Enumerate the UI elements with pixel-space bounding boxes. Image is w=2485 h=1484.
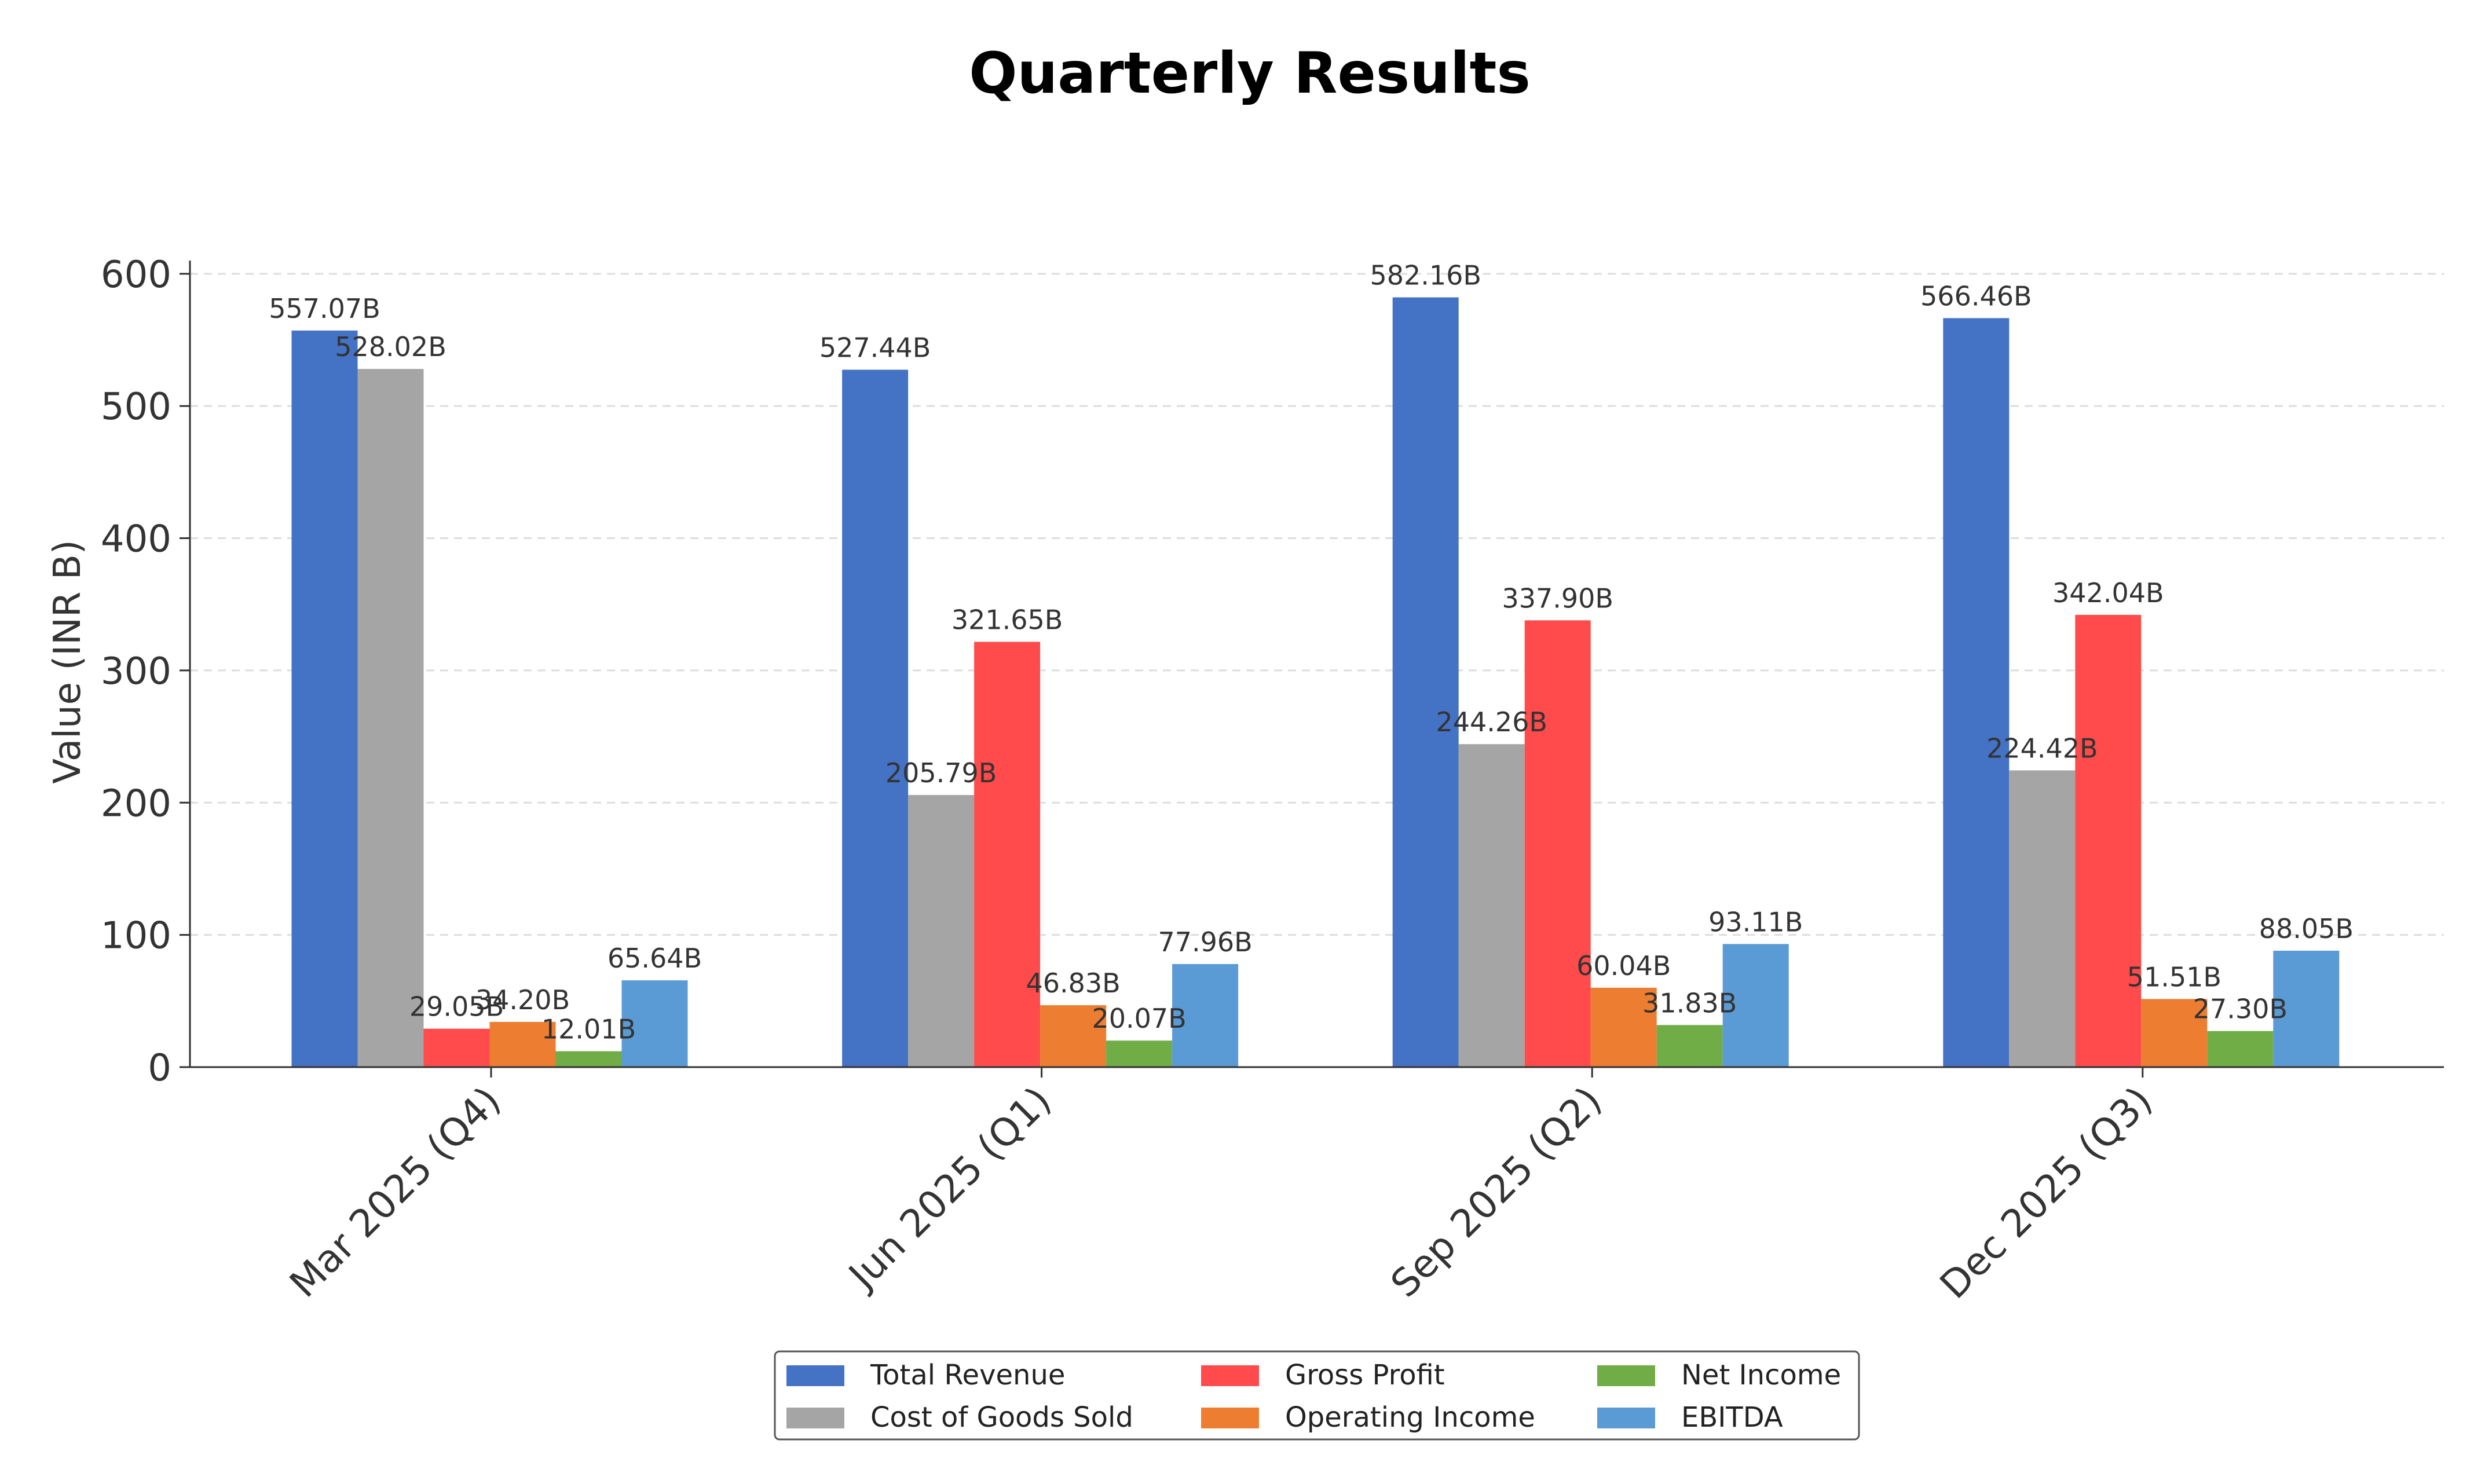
bar [1392, 297, 1459, 1067]
bar [1524, 620, 1591, 1067]
bar [1943, 318, 2010, 1067]
data-label: 12.01B [541, 1014, 636, 1045]
legend-swatch [1201, 1408, 1259, 1428]
y-tick-label: 200 [101, 782, 171, 825]
bar [1040, 1005, 1107, 1067]
y-tick-label: 600 [101, 254, 171, 296]
legend: Total Revenue Cost of Goods Sold Gross Pro… [774, 1350, 1860, 1441]
bar [555, 1051, 622, 1067]
legend-label: Total Revenue [870, 1359, 1065, 1391]
data-label: 244.26B [1436, 706, 1547, 738]
legend-swatch [786, 1365, 844, 1386]
data-label: 342.04B [2052, 577, 2164, 609]
data-label: 31.83B [1642, 987, 1737, 1018]
bar [2207, 1031, 2274, 1067]
legend-swatch [786, 1408, 844, 1428]
legend-box [774, 1350, 1860, 1441]
legend-label: Net Income [1681, 1359, 1841, 1391]
data-label: 27.30B [2193, 994, 2288, 1025]
data-label: 51.51B [2127, 961, 2222, 992]
bar [842, 369, 909, 1067]
bar [1590, 987, 1657, 1067]
bar [423, 1028, 490, 1067]
data-label: 65.64B [607, 943, 702, 974]
data-label: 337.90B [1502, 582, 1613, 614]
legend-swatch [1597, 1408, 1655, 1428]
legend-swatch [1597, 1365, 1655, 1386]
bar [908, 795, 975, 1067]
legend-label: Operating Income [1285, 1401, 1535, 1434]
bar [974, 642, 1041, 1067]
y-axis-label: Value (INR B) [46, 540, 89, 784]
data-label: 88.05B [2259, 913, 2354, 944]
data-label: 77.96B [1158, 926, 1252, 958]
data-label: 321.65B [951, 604, 1063, 635]
bar [2141, 999, 2208, 1067]
bar [1106, 1040, 1173, 1067]
data-label: 582.16B [1370, 260, 1481, 291]
bar [2009, 770, 2076, 1067]
legend-label: Gross Profit [1285, 1359, 1445, 1391]
data-label: 527.44B [819, 332, 931, 364]
data-label: 46.83B [1026, 968, 1120, 999]
y-tick-label: 100 [101, 915, 171, 958]
bar [1172, 963, 1239, 1067]
legend-label: EBITDA [1681, 1401, 1783, 1434]
bars [291, 297, 2340, 1067]
data-label: 557.07B [269, 293, 380, 324]
bar [2273, 950, 2340, 1067]
y-tick-label: 0 [148, 1047, 171, 1090]
bar [1458, 744, 1525, 1067]
data-label: 20.07B [1092, 1003, 1186, 1034]
data-label: 60.04B [1576, 950, 1671, 981]
bar [291, 330, 358, 1067]
y-tick-label: 400 [101, 518, 171, 561]
bar [357, 369, 424, 1067]
bar [489, 1021, 556, 1067]
y-tick-label: 500 [101, 386, 171, 428]
data-label: 29.05B [409, 991, 504, 1023]
bar [2075, 614, 2142, 1067]
data-label: 566.46B [1920, 280, 2032, 312]
data-label: 224.42B [1986, 733, 2098, 764]
data-label: 34.20B [475, 984, 570, 1016]
data-label: 93.11B [1708, 906, 1803, 937]
bar [1722, 944, 1789, 1067]
data-label: 528.02B [335, 331, 447, 362]
y-tick-label: 300 [101, 650, 171, 693]
chart-title: Quarterly Results [969, 41, 1531, 107]
legend-label: Cost of Goods Sold [870, 1401, 1133, 1434]
bar [1656, 1025, 1723, 1067]
legend-swatch [1201, 1365, 1259, 1386]
data-label: 205.79B [885, 757, 997, 789]
bar [621, 980, 688, 1067]
